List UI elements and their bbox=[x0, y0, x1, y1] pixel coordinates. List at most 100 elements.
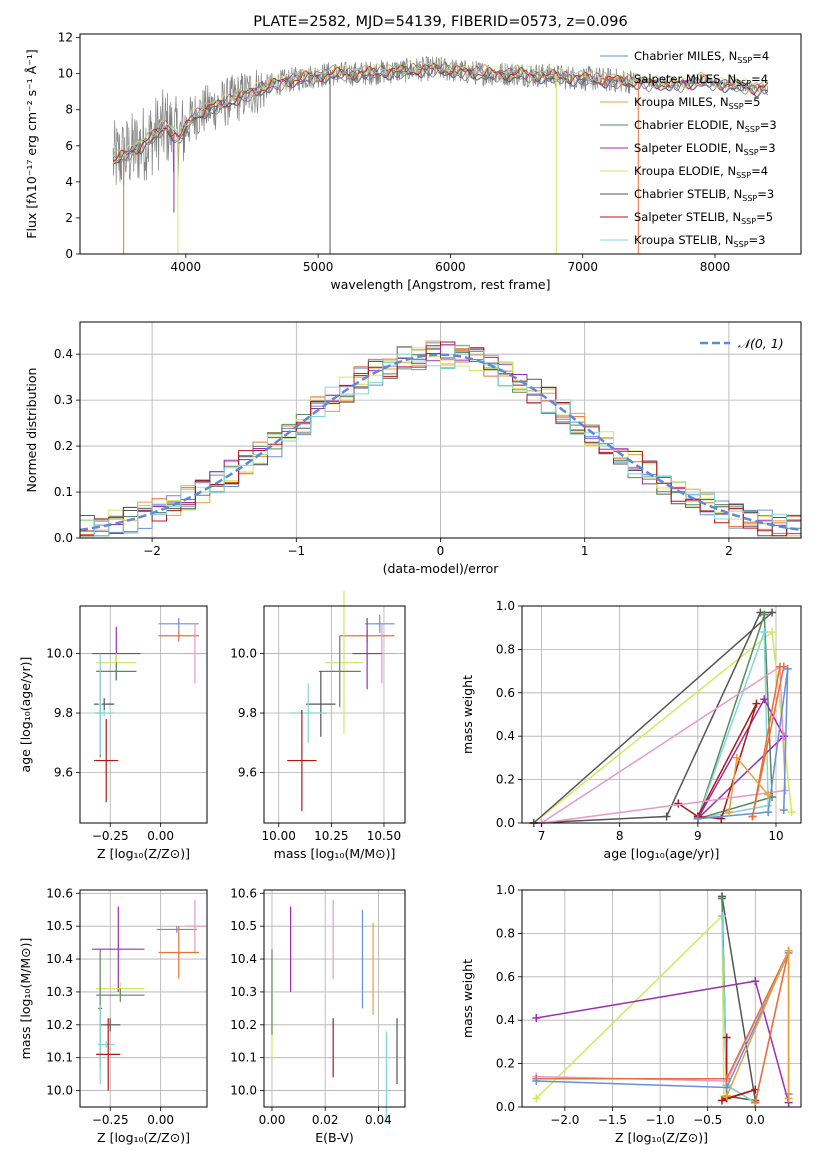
plus-marker bbox=[732, 753, 741, 762]
y-tick-label: 0.0 bbox=[496, 1100, 515, 1114]
y-axis-label: mass [log₁₀(M/M⊙)] bbox=[18, 938, 33, 1060]
y-tick-label: 0.2 bbox=[496, 1057, 515, 1071]
y-tick-label: 10.3 bbox=[230, 985, 257, 999]
residual-histogram bbox=[80, 344, 801, 535]
x-tick-label: −0.5 bbox=[693, 1113, 722, 1127]
plus-marker bbox=[722, 1033, 731, 1042]
y-axis-label: mass weight bbox=[460, 959, 475, 1038]
x-axis-label: age [log₁₀(age/yr)] bbox=[604, 846, 720, 861]
y-tick-label: 0.1 bbox=[54, 485, 73, 499]
y-tick-label: 0.8 bbox=[496, 642, 515, 656]
legend-entry: Chabrier MILES, NSSP=4 bbox=[634, 49, 769, 65]
y-tick-label: 10 bbox=[58, 67, 73, 81]
plus-marker bbox=[783, 664, 792, 673]
legend-entry: Kroupa ELODIE, NSSP=4 bbox=[634, 164, 768, 180]
y-axis-label: age [log₁₀(age/yr)] bbox=[18, 657, 33, 773]
y-tick-label: 1.0 bbox=[496, 883, 515, 897]
legend-entry: Salpeter ELODIE, NSSP=3 bbox=[634, 141, 776, 157]
x-tick-label: 0 bbox=[437, 544, 445, 558]
plus-marker bbox=[717, 912, 726, 921]
weight-line bbox=[541, 665, 787, 824]
plus-marker bbox=[768, 608, 777, 617]
panel-massweight-vs-metallicity: −2.0 −1.5 −1.0 −0.5 0.0 0.0 0.2 0.4 0.6 0.8 1.0 Z [… bbox=[460, 883, 802, 1145]
panel-residual-histogram: −2 −1 0 1 2 0.0 0.1 0.2 0.3 0.4 (data-model)/error… bbox=[24, 321, 802, 576]
y-tick-label: 10.4 bbox=[230, 952, 257, 966]
x-axis-label: wavelength [Angstrom, rest frame] bbox=[330, 277, 550, 292]
y-axis-label: Normed distribution bbox=[24, 368, 39, 493]
x-tick-label: 7 bbox=[538, 829, 546, 843]
plus-marker bbox=[722, 1074, 731, 1083]
weight-line bbox=[721, 1037, 756, 1102]
y-tick-label: 10.4 bbox=[46, 952, 73, 966]
legend-entry: Kroupa MILES, NSSP=5 bbox=[634, 95, 760, 111]
x-tick-label: −1.0 bbox=[646, 1113, 675, 1127]
y-tick-label: 10.5 bbox=[46, 919, 73, 933]
legend-entry: Salpeter MILES, NSSP=4 bbox=[634, 72, 768, 88]
y-tick-label: 9.6 bbox=[54, 765, 73, 779]
plus-marker bbox=[662, 812, 671, 821]
legend-entry: Kroupa STELIB, NSSP=3 bbox=[634, 233, 765, 249]
x-axis-label: (data-model)/error bbox=[383, 561, 500, 576]
plus-marker bbox=[781, 786, 790, 795]
x-tick-label: 10.00 bbox=[262, 829, 296, 843]
y-tick-label: 0.0 bbox=[54, 531, 73, 545]
y-axis-label: Flux [fλ10⁻¹⁷ erg cm⁻² s⁻¹ Å⁻¹] bbox=[24, 49, 39, 238]
legend-entry: Chabrier ELODIE, NSSP=3 bbox=[634, 118, 777, 134]
plus-marker bbox=[768, 628, 777, 637]
x-tick-label: 2 bbox=[725, 544, 733, 558]
plus-marker bbox=[717, 894, 726, 903]
panel-age-vs-mass: 10.00 10.25 10.50 9.6 9.8 10.0 mass [log₁₀(M/M… bbox=[230, 591, 406, 861]
plus-marker bbox=[760, 610, 769, 619]
x-axis-label: Z [log₁₀(Z/Z⊙)] bbox=[97, 846, 190, 861]
plus-marker bbox=[784, 1094, 793, 1103]
plot-frame bbox=[521, 889, 802, 1108]
plus-marker bbox=[693, 814, 702, 823]
y-tick-label: 10.3 bbox=[46, 985, 73, 999]
plus-marker bbox=[752, 699, 761, 708]
y-tick-label: 10.0 bbox=[46, 1084, 73, 1098]
x-tick-label: −0.25 bbox=[92, 1113, 129, 1127]
y-tick-label: 10.2 bbox=[230, 1018, 257, 1032]
panel-mass-vs-ebv: 0.00 0.02 0.04 10.0 10.1 10.2 10.3 10.4 10.5 10.6… bbox=[230, 886, 406, 1145]
plus-marker bbox=[764, 808, 773, 817]
plus-marker bbox=[764, 790, 773, 799]
legend-entry: 𝒩(0, 1) bbox=[738, 336, 784, 351]
x-tick-label: 5000 bbox=[303, 260, 334, 274]
x-tick-label: 0.00 bbox=[259, 1113, 286, 1127]
x-tick-label: 9 bbox=[694, 829, 702, 843]
weight-line bbox=[677, 703, 758, 820]
weight-line bbox=[536, 950, 790, 1103]
y-tick-label: 10.1 bbox=[46, 1051, 73, 1065]
x-tick-label: 8000 bbox=[700, 260, 731, 274]
y-axis-label: mass weight bbox=[460, 675, 475, 754]
x-tick-label: −0.25 bbox=[92, 829, 129, 843]
y-tick-label: 10.0 bbox=[230, 647, 257, 661]
chart-title: PLATE=2582, MJD=54139, FIBERID=0573, z=0… bbox=[253, 14, 627, 30]
plus-marker bbox=[760, 628, 769, 637]
x-tick-label: −1.5 bbox=[598, 1113, 627, 1127]
plot-frame bbox=[79, 889, 208, 1108]
y-tick-label: 0.8 bbox=[496, 926, 515, 940]
plot-frame bbox=[79, 605, 208, 824]
y-tick-label: 10.0 bbox=[46, 647, 73, 661]
y-tick-label: 10.0 bbox=[230, 1084, 257, 1098]
y-tick-label: 10.2 bbox=[46, 1018, 73, 1032]
x-tick-label: −2.0 bbox=[550, 1113, 579, 1127]
y-tick-label: 0.6 bbox=[496, 686, 515, 700]
y-tick-label: 1.0 bbox=[496, 599, 515, 613]
panel-massweight-vs-age: 7 8 9 10 0.0 0.2 0.4 0.6 0.8 1.0 age [log₁₀(age/yr… bbox=[460, 599, 802, 861]
y-tick-label: 8 bbox=[65, 103, 73, 117]
y-tick-label: 0.4 bbox=[54, 347, 73, 361]
plus-marker bbox=[532, 1094, 541, 1103]
y-tick-label: 0.2 bbox=[54, 439, 73, 453]
x-axis-label: E(B-V) bbox=[315, 1130, 354, 1145]
weight-line bbox=[535, 914, 725, 1099]
x-tick-label: 10.25 bbox=[314, 829, 348, 843]
plot-frame bbox=[79, 33, 802, 255]
x-tick-label: 10 bbox=[768, 829, 783, 843]
y-tick-label: 0.6 bbox=[496, 970, 515, 984]
y-tick-label: 9.8 bbox=[54, 706, 73, 720]
weight-line bbox=[726, 950, 790, 1099]
y-tick-label: 10.6 bbox=[46, 886, 73, 900]
weight-line bbox=[697, 697, 785, 820]
